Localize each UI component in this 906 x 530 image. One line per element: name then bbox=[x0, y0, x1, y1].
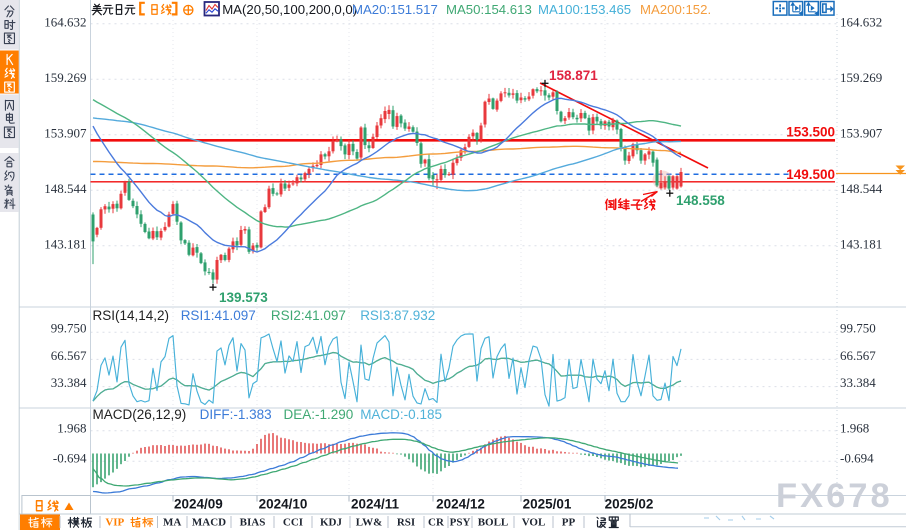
svg-text:1.968: 1.968 bbox=[840, 420, 869, 435]
svg-text:DIFF:-1.383: DIFF:-1.383 bbox=[200, 407, 272, 422]
svg-text:1.968: 1.968 bbox=[57, 420, 86, 435]
svg-text:99.750: 99.750 bbox=[840, 321, 876, 336]
svg-text:158.871: 158.871 bbox=[549, 68, 598, 83]
svg-text:143.181: 143.181 bbox=[44, 237, 86, 252]
svg-text:-0.694: -0.694 bbox=[840, 451, 874, 466]
svg-text:MACD(26,12,9): MACD(26,12,9) bbox=[93, 407, 187, 422]
svg-text:99.750: 99.750 bbox=[51, 321, 87, 336]
svg-text:MA20:151.517: MA20:151.517 bbox=[352, 2, 438, 17]
svg-text:139.573: 139.573 bbox=[219, 290, 268, 305]
svg-text:CCI: CCI bbox=[283, 517, 303, 529]
svg-text:RSI(14,14,2): RSI(14,14,2) bbox=[93, 308, 170, 323]
svg-text:153.500: 153.500 bbox=[786, 124, 835, 139]
svg-text:MA: MA bbox=[163, 517, 181, 529]
svg-text:148.544: 148.544 bbox=[840, 181, 883, 196]
svg-text:2024/09: 2024/09 bbox=[174, 497, 223, 512]
svg-text:143.181: 143.181 bbox=[840, 237, 882, 252]
svg-text:PP: PP bbox=[562, 517, 576, 529]
svg-text:2025/02: 2025/02 bbox=[605, 497, 654, 512]
svg-text:MACD:-0.185: MACD:-0.185 bbox=[360, 407, 442, 422]
svg-text:149.500: 149.500 bbox=[786, 167, 835, 182]
svg-text:FX678: FX678 bbox=[776, 477, 893, 515]
svg-text:-0.694: -0.694 bbox=[53, 451, 87, 466]
svg-text:148.558: 148.558 bbox=[676, 193, 725, 208]
svg-text:BIAS: BIAS bbox=[240, 517, 266, 529]
svg-text:VIP: VIP bbox=[105, 517, 124, 529]
svg-text:148.544: 148.544 bbox=[44, 181, 87, 196]
svg-text:RSI3:87.932: RSI3:87.932 bbox=[360, 308, 435, 323]
svg-text:RSI1:41.097: RSI1:41.097 bbox=[181, 308, 256, 323]
svg-text:CR: CR bbox=[428, 517, 445, 529]
svg-text:2025/01: 2025/01 bbox=[523, 497, 572, 512]
svg-text:164.632: 164.632 bbox=[840, 15, 882, 30]
svg-text:66.567: 66.567 bbox=[51, 348, 87, 363]
svg-text:RSI: RSI bbox=[397, 517, 415, 529]
svg-text:MA100:153.465: MA100:153.465 bbox=[538, 2, 631, 17]
svg-text:MACD: MACD bbox=[192, 517, 226, 529]
svg-text:MA(20,50,100,200,0,0): MA(20,50,100,200,0,0) bbox=[222, 2, 357, 17]
svg-text:2024/11: 2024/11 bbox=[351, 497, 400, 512]
svg-text:LW&: LW& bbox=[356, 517, 383, 529]
svg-text:153.907: 153.907 bbox=[840, 126, 883, 141]
svg-text:153.907: 153.907 bbox=[44, 126, 87, 141]
svg-text:DEA:-1.290: DEA:-1.290 bbox=[284, 407, 354, 422]
svg-text:164.632: 164.632 bbox=[44, 15, 86, 30]
svg-text:MA50:154.613: MA50:154.613 bbox=[446, 2, 532, 17]
svg-text:2024/10: 2024/10 bbox=[259, 497, 308, 512]
svg-text:RSI2:41.097: RSI2:41.097 bbox=[271, 308, 346, 323]
svg-text:33.384: 33.384 bbox=[51, 375, 87, 390]
svg-text:VOL: VOL bbox=[522, 517, 546, 529]
svg-text:MA200:152.: MA200:152. bbox=[640, 2, 711, 17]
svg-text:BOLL: BOLL bbox=[478, 517, 509, 529]
svg-text:159.269: 159.269 bbox=[44, 70, 86, 85]
svg-text:KDJ: KDJ bbox=[320, 517, 343, 529]
svg-text:PSY: PSY bbox=[450, 517, 471, 529]
svg-text:159.269: 159.269 bbox=[840, 70, 882, 85]
svg-text:66.567: 66.567 bbox=[840, 348, 876, 363]
svg-text:33.384: 33.384 bbox=[840, 375, 876, 390]
svg-text:2024/12: 2024/12 bbox=[436, 497, 485, 512]
